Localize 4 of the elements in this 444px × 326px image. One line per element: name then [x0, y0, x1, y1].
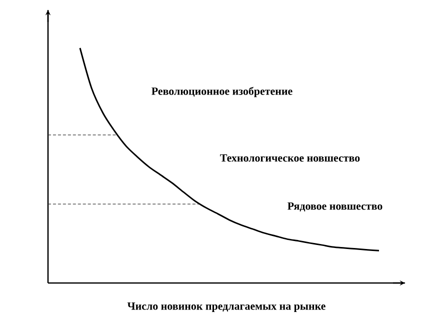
annotation: Рядовое новшество — [288, 202, 382, 212]
annotation: Революционное изобретение — [152, 86, 292, 98]
annotation: Технологическое новшество — [220, 154, 360, 162]
x-axis-title: Число новинок предлагаемых на рынке — [127, 302, 326, 312]
